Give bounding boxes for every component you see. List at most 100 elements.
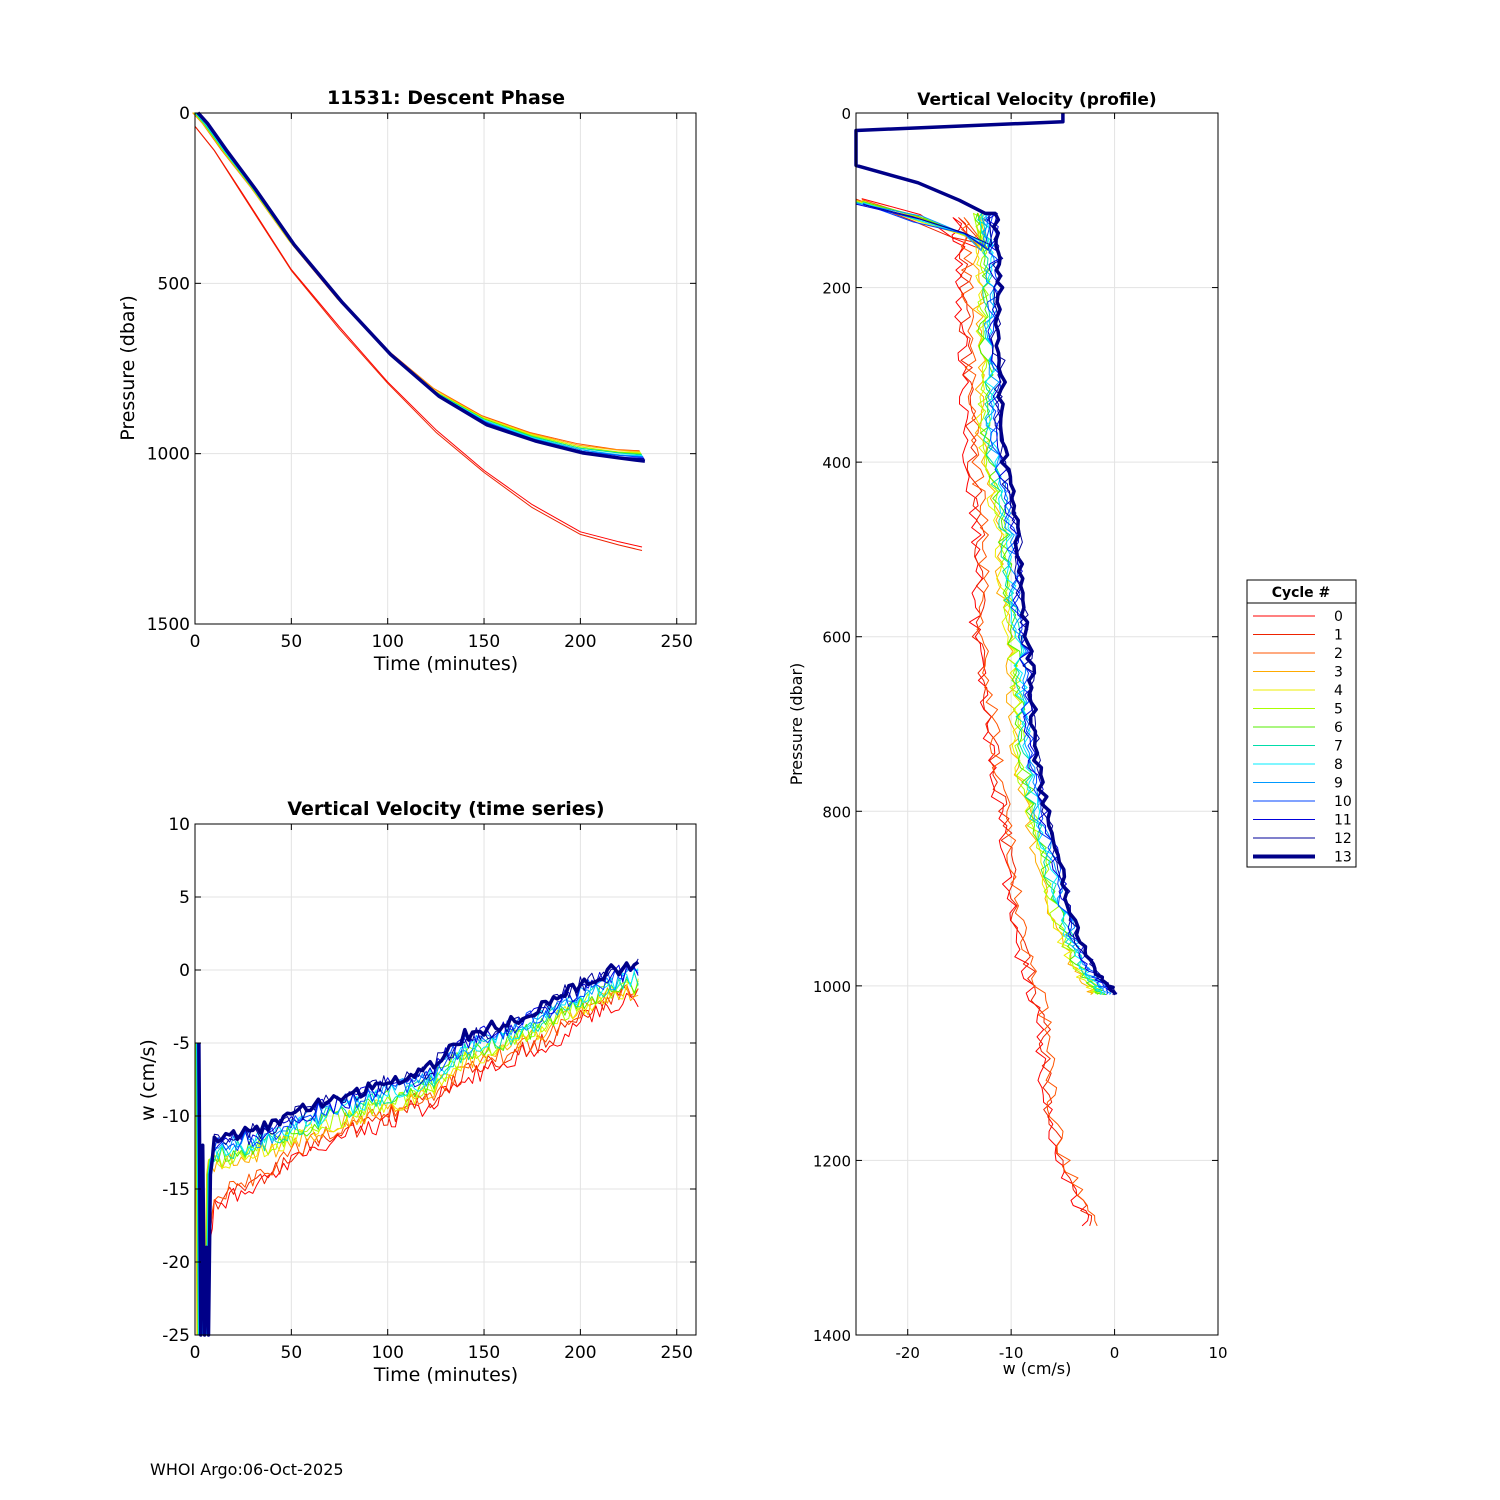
descent-lines	[192, 111, 646, 551]
legend-title: Cycle #	[1272, 585, 1331, 601]
legend-label-cycle-4: 4	[1334, 683, 1343, 699]
profile-grid	[856, 112, 1219, 1336]
descent-phase-panel: 0 50 100 150 200 250 0 500 1000 1500 11531: Desce…	[117, 87, 697, 675]
footer-credit: WHOI Argo:06-Oct-2025	[150, 1460, 344, 1479]
velocity-timeseries-panel: 0 50 100 150 200 250 -25 -20 -15 -10 -5 0 5 10 Vertic…	[137, 798, 697, 1386]
x-tick-label: 0	[190, 632, 201, 652]
y-tick-label: 5	[179, 888, 190, 908]
x-tick-label: -20	[895, 1344, 920, 1362]
x-tick-label: 250	[661, 1343, 693, 1363]
y-tick-label: -10	[162, 1107, 190, 1127]
legend-label-cycle-2: 2	[1334, 646, 1343, 662]
ts-ylabel: w (cm/s)	[137, 1039, 159, 1121]
legend-label-cycle-1: 1	[1334, 628, 1343, 644]
legend-label-cycle-7: 7	[1334, 739, 1343, 755]
x-tick-label: 100	[371, 632, 403, 652]
profile-axes-box	[855, 112, 1219, 1336]
ts-line-cycle-5	[195, 980, 639, 1336]
ts-line-cycle-1	[204, 985, 639, 1295]
y-tick-label: -5	[173, 1034, 190, 1054]
descent-line-cycle-12	[197, 112, 645, 460]
x-tick-label: 0	[1110, 1344, 1120, 1362]
ts-line-cycle-9	[196, 967, 639, 1336]
legend-label-cycle-12: 12	[1334, 831, 1352, 847]
legend-label-cycle-11: 11	[1334, 813, 1352, 829]
profile-line-cycle-4	[862, 200, 1103, 996]
ts-xlabel: Time (minutes)	[373, 1364, 518, 1386]
legend-label-cycle-10: 10	[1334, 794, 1352, 810]
descent-ticks: 0 50 100 150 200 250 0 500 1000 1500	[147, 104, 696, 652]
ts-lines	[194, 958, 640, 1337]
profile-line-cycle-13	[854, 113, 1118, 996]
y-tick-label: 1000	[147, 445, 190, 465]
descent-xlabel: Time (minutes)	[373, 653, 518, 675]
y-tick-label: 400	[822, 454, 851, 472]
x-tick-label: 0	[190, 1343, 201, 1363]
ts-line-cycle-4	[194, 978, 639, 1336]
ts-title: Vertical Velocity (time series)	[287, 798, 604, 820]
descent-line-cycle-13	[196, 111, 646, 463]
profile-line-cycle-11	[855, 203, 1118, 995]
x-tick-label: -10	[999, 1344, 1024, 1362]
y-tick-label: 1400	[813, 1327, 851, 1345]
descent-title: 11531: Descent Phase	[327, 87, 565, 109]
x-tick-label: 10	[1208, 1344, 1227, 1362]
descent-line-cycle-1	[194, 126, 643, 551]
profile-line-cycle-0	[861, 198, 1090, 1227]
y-tick-label: 0	[179, 961, 190, 981]
profile-xlabel: w (cm/s)	[1003, 1359, 1072, 1378]
y-tick-label: -20	[162, 1253, 190, 1273]
legend-label-cycle-13: 13	[1334, 850, 1352, 866]
descent-ylabel: Pressure (dbar)	[117, 295, 139, 441]
profile-line-cycle-1	[855, 198, 1093, 1227]
descent-line-cycle-4	[193, 112, 641, 453]
descent-line-cycle-2	[192, 112, 640, 452]
profile-line-cycle-10	[862, 203, 1112, 995]
ts-line-cycle-0	[204, 992, 639, 1299]
legend-label-cycle-3: 3	[1334, 665, 1343, 681]
profile-line-cycle-8	[862, 202, 1103, 995]
x-tick-label: 150	[468, 632, 500, 652]
profile-line-cycle-5	[855, 200, 1100, 995]
profile-lines	[854, 113, 1118, 1227]
descent-line-cycle-3	[192, 112, 641, 453]
y-tick-label: 500	[158, 274, 190, 294]
x-tick-label: 200	[564, 632, 596, 652]
y-tick-label: 0	[179, 104, 190, 124]
ts-axes-box	[194, 823, 697, 1336]
ts-line-cycle-6	[195, 978, 639, 1336]
descent-axes-box	[194, 112, 697, 625]
descent-grid	[194, 112, 696, 625]
ts-line-cycle-3	[194, 986, 639, 1336]
y-tick-label: 0	[841, 105, 851, 123]
ts-line-cycle-13	[197, 960, 640, 1337]
y-tick-label: -15	[162, 1180, 190, 1200]
descent-line-cycle-8	[195, 112, 643, 457]
y-tick-label: 1500	[147, 615, 190, 635]
y-tick-label: 800	[822, 803, 851, 821]
legend-label-cycle-0: 0	[1334, 609, 1343, 625]
legend-label-cycle-9: 9	[1334, 776, 1343, 792]
y-tick-label: 1000	[813, 978, 851, 996]
x-tick-label: 250	[661, 632, 693, 652]
profile-line-cycle-7	[855, 201, 1106, 995]
y-tick-label: 10	[168, 815, 190, 835]
x-tick-label: 200	[564, 1343, 596, 1363]
x-tick-label: 100	[371, 1343, 403, 1363]
profile-title: Vertical Velocity (profile)	[917, 90, 1156, 110]
x-tick-label: 150	[468, 1343, 500, 1363]
legend-label-cycle-6: 6	[1334, 720, 1343, 736]
x-tick-label: 50	[281, 632, 303, 652]
y-tick-label: -25	[162, 1326, 190, 1346]
ts-ticks: 0 50 100 150 200 250 -25 -20 -15 -10 -5 0 5 10	[162, 815, 696, 1363]
y-tick-label: 600	[822, 629, 851, 647]
x-tick-label: 50	[281, 1343, 303, 1363]
descent-line-cycle-11	[196, 112, 645, 459]
ts-line-cycle-2	[204, 984, 639, 1290]
profile-ylabel: Pressure (dbar)	[787, 663, 806, 786]
profile-line-cycle-2	[861, 199, 1098, 1227]
